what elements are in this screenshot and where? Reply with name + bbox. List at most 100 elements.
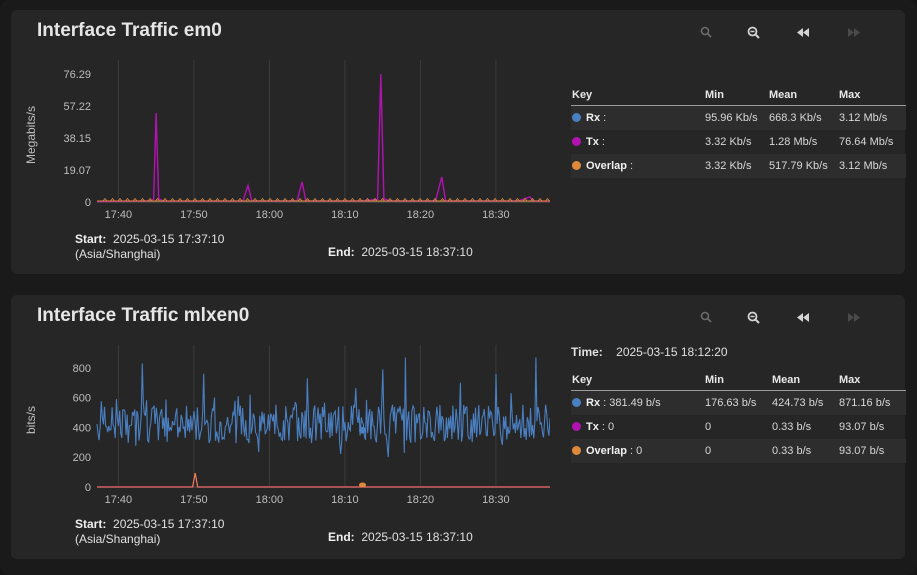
rewind-icon [797,27,809,37]
overlap-ripple [500,197,505,202]
overlap-ripple [102,197,108,202]
overlap-ripple [395,197,400,202]
y-tick-label: 200 [73,452,91,464]
overlap-ripple [140,197,145,202]
x-tick-label: 18:30 [482,494,510,505]
y-tick-label: 0 [85,197,91,209]
y-axis-label: bits/s [25,406,38,434]
mean-value: 517.79 Kb/s [769,160,828,172]
overlap-ripple [245,197,250,202]
zoom-out-button[interactable] [741,307,765,327]
zoom-in-button[interactable] [694,22,718,42]
x-tick-label: 18:10 [331,209,359,220]
header-mean: Mean [772,374,801,386]
forward-icon [848,312,860,322]
min-value: 176.63 b/s [705,397,757,409]
max-value: 93.07 b/s [839,445,885,457]
overlap-ripple [222,197,228,202]
forward-button[interactable] [842,307,866,327]
min-value: 3.32 Kb/s [705,136,752,148]
overlap-ripple [185,197,190,202]
zoom-in-icon [700,311,712,323]
x-tick-label: 18:00 [256,209,284,220]
start-label: Start: [75,232,107,246]
overlap-ripple [312,197,318,202]
header-key: Key [572,89,593,101]
header-min: Min [705,89,724,101]
rewind-button[interactable] [791,307,815,327]
overlap-ripple [522,197,528,202]
overlap-ripple [237,197,243,202]
chart-controls [694,307,884,327]
key-table-header: Key Min Mean Max [571,83,906,106]
series-line-rx [96,357,550,458]
key-row-tx[interactable]: Tx : 3.32 Kb/s 1.28 Mb/s 76.64 Mb/s [571,130,906,154]
start-time: Start: 2025-03-15 17:37:10 [75,232,224,246]
end-time: End: 2025-03-15 18:37:10 [328,245,473,259]
start-time: Start: 2025-03-15 17:37:10 [75,517,224,531]
x-tick-label: 18:30 [482,209,510,220]
zoom-out-button[interactable] [741,22,765,42]
overlap-ripple [170,197,175,202]
x-tick-label: 17:50 [180,494,208,505]
y-tick-label: 38.15 [63,133,91,145]
key-row-overlap[interactable]: Overlap : 0 0 0.33 b/s 93.07 b/s [571,439,906,463]
zoom-in-button[interactable] [694,307,718,327]
min-value: 0 [705,445,712,457]
rewind-button[interactable] [791,22,815,42]
x-tick-label: 17:40 [105,209,133,220]
x-tick-label: 18:20 [407,209,435,220]
zoom-out-icon [747,311,760,324]
tx-color-dot [572,137,581,146]
key-row-rx[interactable]: Rx : 381.49 b/s 176.63 b/s 424.73 b/s 87… [571,391,906,415]
overlap-ripple [455,197,460,202]
key-row-overlap[interactable]: Overlap : 3.32 Kb/s 517.79 Kb/s 3.12 Mb/… [571,154,906,178]
mean-value: 0.33 b/s [772,421,812,433]
overlap-ripple [462,197,468,202]
chart-controls [694,22,884,42]
key-table-header: Key Min Mean Max [571,368,906,391]
key-row-tx[interactable]: Tx : 0 0 0.33 b/s 93.07 b/s [571,415,906,439]
forward-button[interactable] [842,22,866,42]
traffic-chart-mlxen0[interactable]: 17:40 17:50 18:00 18:10 18:20 18:30 0 200 400 600… [25,335,550,505]
overlap-ripple [372,197,378,202]
forward-icon [848,27,860,37]
overlap-ripple [260,197,265,202]
mean-value: 668.3 Kb/s [769,112,822,124]
start-value: 2025-03-15 17:37:10 [113,232,225,246]
panel-title: Interface Traffic mlxen0 [37,305,250,326]
overlap-ripple [350,197,355,202]
overlap-ripple [327,197,333,202]
y-tick-label: 800 [73,363,91,375]
series-suffix: : 381.49 b/s [600,397,661,409]
overlap-ripple [477,197,483,202]
overlap-ripple [282,197,288,202]
mean-value: 1.28 Mb/s [769,136,818,148]
key-row-rx[interactable]: Rx : 95.96 Kb/s 668.3 Kb/s 3.12 Mb/s [571,106,906,130]
series-suffix: : 0 [598,421,615,433]
end-value: 2025-03-15 18:37:10 [361,530,473,544]
traffic-chart-em0[interactable]: 17:40 17:50 18:00 18:10 18:20 18:30 0 19.07 38.1… [25,50,550,220]
overlap-ripple [402,197,408,202]
overlap-ripple [485,197,490,202]
y-tick-label: 400 [73,422,91,434]
rewind-icon [797,312,809,322]
overlap-ripple [387,197,393,202]
overlap-ripple [515,197,520,202]
series-name: Rx [586,397,601,409]
overlap-ripple [335,197,340,202]
overlap-ripple [275,197,280,202]
series-suffix: : [626,160,634,172]
overlap-ripple [425,197,430,202]
series-name: Tx [586,421,599,433]
overlap-ripple [305,197,310,202]
timezone-label: (Asia/Shanghai) [75,247,161,261]
interface-traffic-panel-em0: Interface Traffic em0 17:40 17:50 18:00 18:… [11,10,906,274]
timezone-label: (Asia/Shanghai) [75,532,161,546]
y-axis-label: Megabits/s [25,106,38,164]
header-max: Max [839,374,861,386]
zoom-in-icon [700,26,712,38]
key-table: Key Min Mean Max Rx : 381.49 b/s 176.63 … [571,368,906,463]
overlap-ripple [440,197,445,202]
